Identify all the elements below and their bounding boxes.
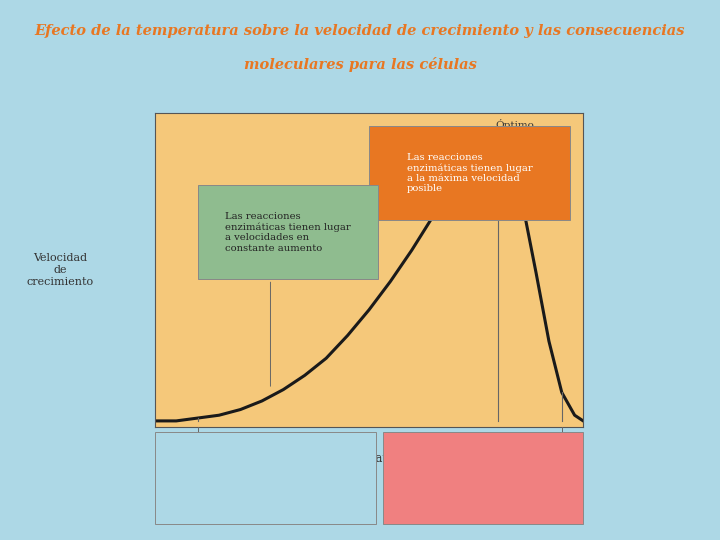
FancyBboxPatch shape — [369, 126, 570, 220]
FancyBboxPatch shape — [197, 185, 377, 279]
Text: Las reacciones
enzimáticas tienen lugar
a velocidades en
constante aumento: Las reacciones enzimáticas tienen lugar … — [225, 212, 351, 253]
Text: La membrana se gelifica;
el transporte a través de
ella es tan lento que no
hay : La membrana se gelifica; el transporte a… — [201, 457, 330, 498]
Text: Máximo: Máximo — [541, 435, 582, 444]
Text: Las reacciones
enzimáticas tienen lugar
a la máxima velocidad
posible: Las reacciones enzimáticas tienen lugar … — [407, 152, 533, 193]
Text: Desnaturalización
proteica; colapso de la
membrana citoplasmática,
lisis térmica: Desnaturalización proteica; colapso de l… — [416, 457, 551, 498]
Text: Velocidad
de
crecimiento: Velocidad de crecimiento — [27, 253, 94, 287]
Text: Efecto de la temperatura sobre la velocidad de crecimiento y las consecuencias: Efecto de la temperatura sobre la veloci… — [35, 24, 685, 38]
Text: Temperatura: Temperatura — [330, 451, 408, 464]
Text: Mínimo: Mínimo — [178, 435, 217, 444]
Text: moleculares para las células: moleculares para las células — [243, 57, 477, 72]
Text: Óptimo: Óptimo — [495, 119, 534, 131]
